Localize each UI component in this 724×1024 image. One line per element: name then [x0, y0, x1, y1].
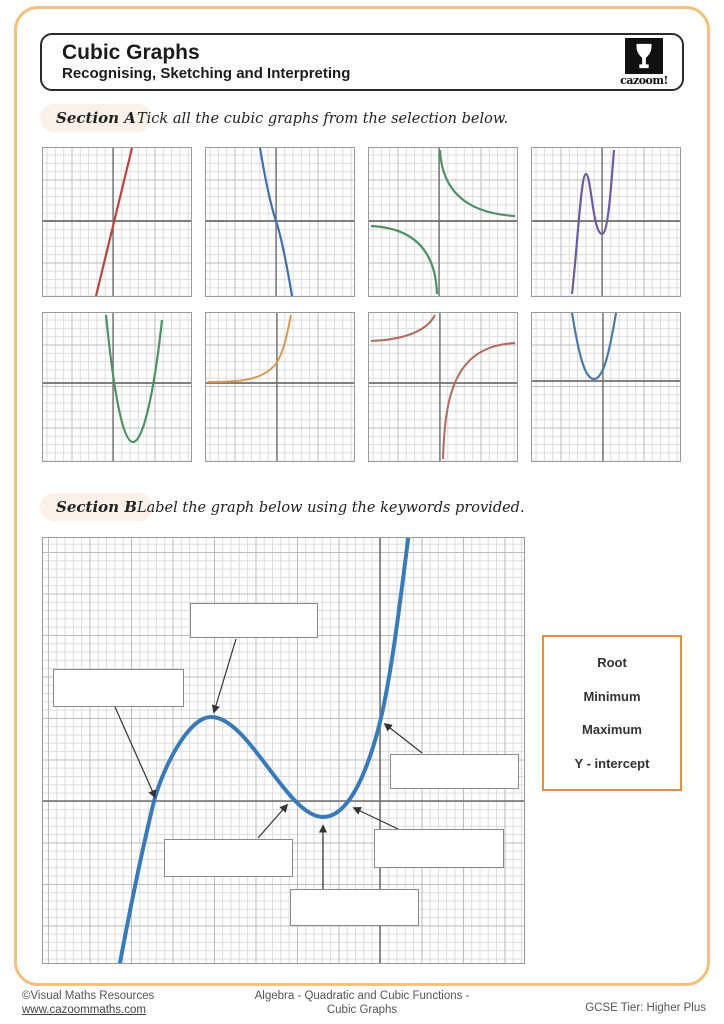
reciprocal-shifted-curve-right: [442, 342, 516, 460]
negative-cubic-curve: [258, 148, 294, 296]
keyword-minimum: Minimum: [583, 688, 641, 704]
arrow-to-root-middle: [257, 803, 289, 839]
keyword-y-intercept: Y - intercept: [574, 755, 650, 771]
arrow-to-root-right: [352, 807, 399, 830]
copyright-text: ©Visual Maths Resources: [22, 990, 155, 1002]
exponential-curve: [207, 314, 292, 383]
answer-box-root-left[interactable]: [53, 669, 184, 707]
graph-card-quadratic-narrow[interactable]: [531, 312, 681, 462]
graph-card-exponential[interactable]: [205, 312, 355, 462]
reciprocal-shifted-curve-left: [370, 314, 436, 342]
section-b-label: Section B: [40, 493, 153, 521]
logo-wordmark: cazoom!: [620, 73, 668, 87]
section-a-instruction: Tick all the cubic graphs from the selec…: [137, 111, 509, 127]
page-title: Cubic Graphs: [62, 41, 200, 65]
reciprocal-curve-bottom: [370, 224, 439, 295]
graph-card-cubic-turning-points[interactable]: [531, 147, 681, 297]
drum-icon: [625, 37, 663, 74]
keyword-maximum: Maximum: [582, 722, 642, 738]
linear-curve: [94, 148, 134, 296]
cubic-turning-curve: [570, 149, 616, 295]
cubic-curve: [117, 538, 411, 963]
arrow-to-y-intercept: [383, 722, 423, 754]
tier-label: GCSE Tier: Higher Plus: [585, 1002, 706, 1014]
header: Cubic Graphs Recognising, Sketching and …: [40, 33, 684, 91]
answer-box-minimum[interactable]: [290, 889, 419, 926]
topic-line-2: Cubic Graphs: [326, 1004, 398, 1017]
cubic-graph-to-label: [42, 537, 525, 964]
quadratic-narrow-curve: [570, 313, 618, 381]
answer-box-root-middle[interactable]: [164, 839, 293, 877]
section-a-label: Section A: [40, 104, 152, 132]
graph-card-negative-cubic[interactable]: [205, 147, 355, 297]
answer-box-root-right[interactable]: [374, 829, 504, 868]
arrow-to-maximum: [211, 638, 237, 714]
website-link[interactable]: www.cazoommaths.com: [22, 1004, 146, 1017]
arrow-to-root-left: [114, 706, 157, 799]
keyword-root: Root: [597, 655, 627, 671]
page-border: [14, 6, 710, 986]
answer-box-y-intercept[interactable]: [390, 754, 519, 789]
topic-line-1: Algebra - Quadratic and Cubic Functions …: [254, 990, 470, 1002]
graph-card-linear[interactable]: [42, 147, 192, 297]
cazoom-logo: cazoom!: [614, 37, 674, 87]
quadratic-wide-curve: [104, 314, 164, 444]
page-subtitle: Recognising, Sketching and Interpreting: [62, 64, 351, 82]
reciprocal-curve-top: [438, 149, 516, 218]
keywords-box: Root Minimum Maximum Y - intercept: [542, 635, 682, 791]
section-b-instruction: Label the graph below using the keywords…: [137, 500, 525, 516]
graph-card-reciprocal-shifted[interactable]: [368, 312, 518, 462]
answer-box-maximum[interactable]: [190, 603, 318, 638]
graph-card-reciprocal[interactable]: [368, 147, 518, 297]
graph-card-quadratic-wide[interactable]: [42, 312, 192, 462]
title-block: Cubic Graphs Recognising, Sketching and …: [42, 41, 614, 82]
